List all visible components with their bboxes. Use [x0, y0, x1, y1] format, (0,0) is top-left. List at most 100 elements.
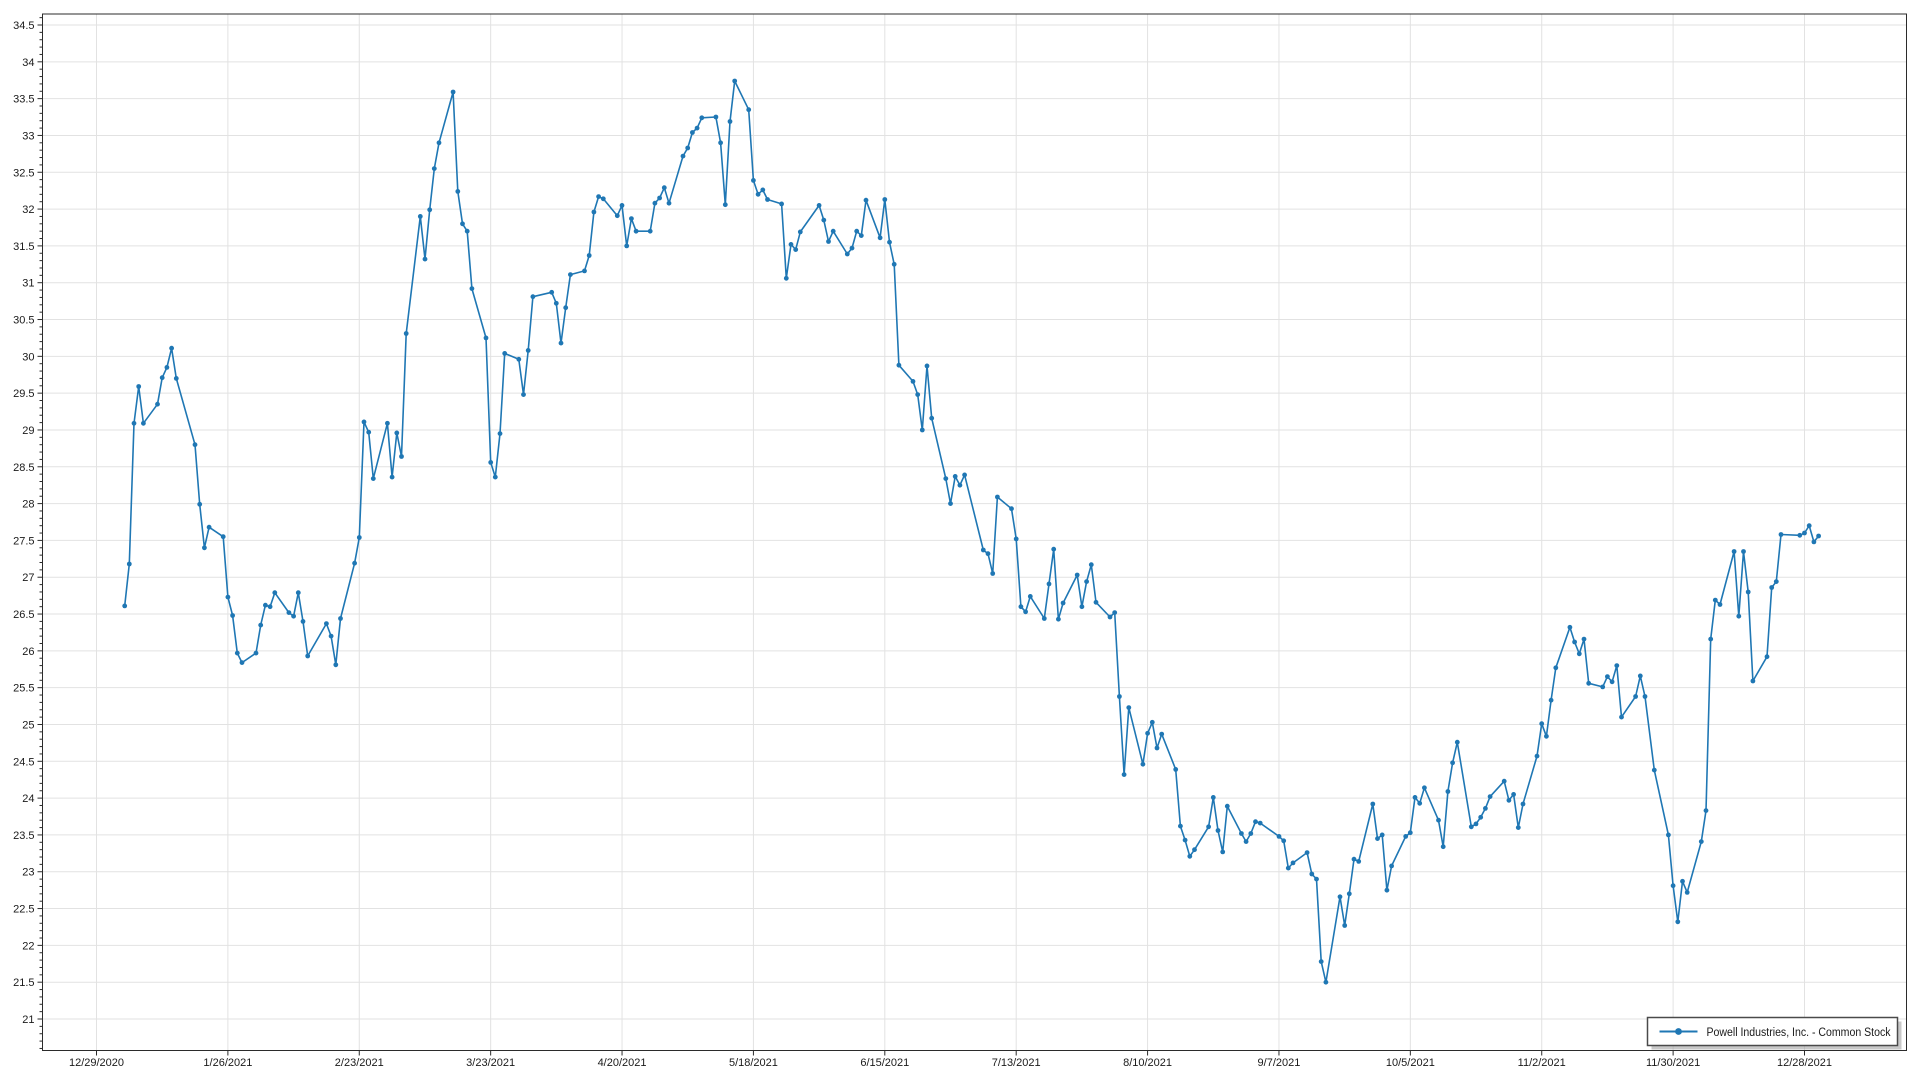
- data-point: [1107, 614, 1113, 620]
- data-point: [1041, 616, 1047, 621]
- data-point: [1666, 832, 1671, 838]
- data-point: [516, 356, 522, 362]
- data-point: [896, 362, 902, 368]
- data-point: [924, 363, 930, 369]
- data-point: [1051, 546, 1057, 552]
- data-point: [333, 662, 339, 668]
- data-point: [1309, 871, 1315, 877]
- data-point: [582, 268, 587, 274]
- data-point: [1422, 785, 1427, 791]
- y-tick-label: 32.5: [13, 167, 34, 179]
- y-tick-label: 29.5: [13, 388, 34, 400]
- data-point: [1159, 731, 1165, 737]
- gridlines: [42, 14, 1907, 1051]
- data-point: [422, 256, 428, 262]
- data-point: [1745, 589, 1751, 595]
- data-point: [488, 460, 494, 465]
- y-tick-label: 33: [22, 130, 34, 142]
- legend-label: Powell Industries, Inc. - Common Stock: [1707, 1027, 1891, 1039]
- data-point: [131, 420, 137, 426]
- data-point: [267, 604, 273, 610]
- data-point: [549, 289, 555, 295]
- data-point: [291, 613, 296, 619]
- data-point: [816, 203, 822, 208]
- data-point: [234, 650, 240, 656]
- data-point: [1370, 801, 1376, 807]
- data-point: [253, 650, 259, 656]
- data-point: [361, 419, 367, 425]
- data-point: [694, 125, 700, 131]
- data-point: [1572, 639, 1577, 645]
- data-point: [1056, 616, 1061, 622]
- data-point: [1450, 760, 1455, 766]
- data-point: [882, 197, 888, 202]
- data-point: [1717, 602, 1723, 607]
- data-point: [1243, 839, 1249, 844]
- data-point: [192, 442, 198, 448]
- data-point: [1027, 594, 1033, 599]
- data-point: [220, 534, 226, 540]
- data-point: [713, 114, 719, 120]
- series-markers: [122, 78, 1821, 985]
- data-point: [155, 401, 160, 407]
- y-tick-label: 21: [22, 1014, 34, 1026]
- data-point: [1802, 530, 1807, 536]
- data-point: [553, 300, 559, 306]
- x-axis-labels: 12/29/2020 1/26/2021 2/23/2021 3/23/2021 4/2…: [69, 1057, 1832, 1069]
- data-point: [305, 653, 311, 659]
- y-tick-label: 34: [22, 57, 34, 69]
- data-point: [385, 420, 390, 426]
- data-point: [666, 200, 672, 206]
- data-point: [394, 430, 400, 436]
- data-point: [338, 616, 343, 621]
- data-point: [1619, 714, 1624, 720]
- data-point: [1356, 859, 1362, 864]
- y-tick-label: 26: [22, 646, 34, 658]
- data-point: [680, 153, 686, 159]
- data-point: [197, 501, 203, 507]
- y-tick-label: 30.5: [13, 315, 34, 327]
- data-point: [1206, 824, 1211, 830]
- data-point: [1698, 839, 1704, 844]
- data-point: [1389, 863, 1394, 869]
- data-point: [525, 348, 531, 353]
- data-point: [910, 379, 916, 384]
- legend[interactable]: Powell Industries, Inc. - Common Stock: [1646, 1016, 1902, 1050]
- data-point: [389, 474, 395, 480]
- data-point: [1764, 654, 1770, 660]
- data-point: [1769, 585, 1775, 590]
- data-point: [258, 622, 264, 628]
- y-axis-labels: 21 21.5 22 22.5 23 23.5 24 24.5 25 25.5 26 26.5 27 27…: [13, 20, 34, 1026]
- x-tick-label: 10/5/2021: [1386, 1057, 1435, 1069]
- data-point: [779, 201, 784, 207]
- data-point: [1712, 597, 1718, 603]
- data-point: [328, 633, 334, 639]
- data-point: [1454, 739, 1460, 745]
- data-point: [460, 221, 465, 227]
- data-point: [272, 590, 278, 596]
- x-tick-label: 2/23/2021: [335, 1057, 384, 1069]
- data-point: [1285, 865, 1291, 871]
- data-point: [1680, 878, 1685, 884]
- y-tick-label: 33.5: [13, 94, 34, 106]
- data-point: [1248, 831, 1254, 836]
- data-point: [173, 376, 179, 381]
- data-point: [1337, 894, 1343, 900]
- data-point: [492, 474, 498, 480]
- data-point: [1417, 800, 1423, 806]
- x-tick-label: 8/10/2021: [1123, 1057, 1172, 1069]
- data-point: [1403, 834, 1409, 839]
- data-point: [1576, 651, 1582, 657]
- data-point: [887, 239, 892, 245]
- data-point: [497, 431, 503, 436]
- data-point: [793, 247, 799, 253]
- data-point: [657, 195, 662, 201]
- data-point: [521, 392, 526, 397]
- data-point: [1079, 604, 1085, 610]
- y-tick-label: 25: [22, 719, 34, 731]
- y-tick-label: 25.5: [13, 683, 34, 695]
- data-point: [1323, 979, 1329, 985]
- data-point: [230, 613, 236, 618]
- y-tick-label: 23: [22, 867, 34, 879]
- y-tick-label: 24.5: [13, 756, 34, 768]
